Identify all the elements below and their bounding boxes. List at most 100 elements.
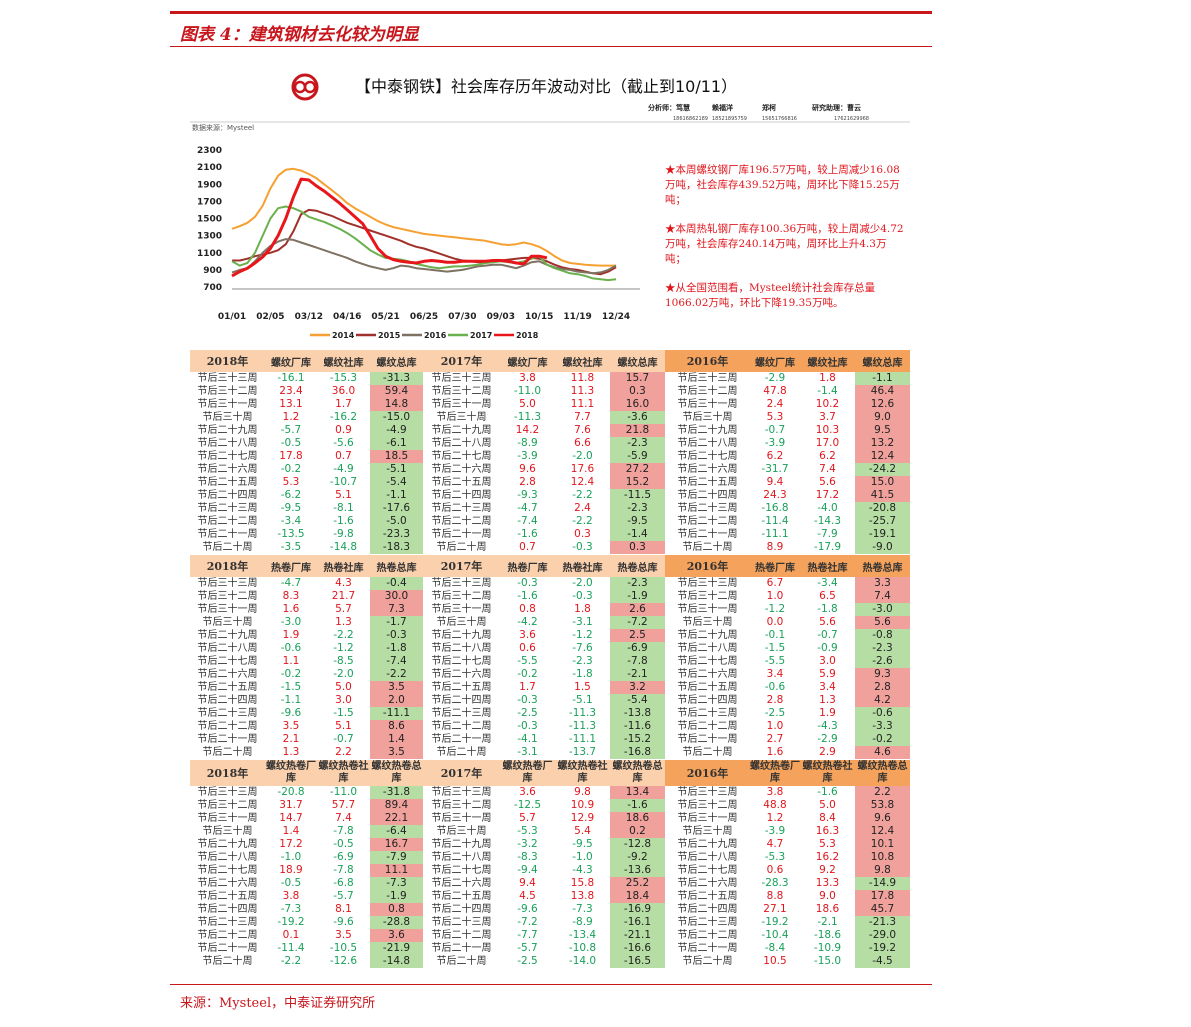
x-tick-label: 04/16 xyxy=(333,312,361,322)
table-cell: 27.1 xyxy=(763,903,787,915)
row-label: 节后三十二周 xyxy=(197,800,258,811)
table-cell: 8.3 xyxy=(282,590,300,602)
header-row: 2018年 螺纹厂库 螺纹社库 螺纹总库 2017年 螺纹厂库 螺纹社库 螺纹总库 2016年螺… xyxy=(190,350,910,372)
table-row: 节后三十周 1.2 -16.2 -15.0 节后三十周 -11.3 7.7 -3.6 节后三十周… xyxy=(190,411,910,424)
table-cell: 1.6 xyxy=(766,746,784,758)
table-cell: 8.8 xyxy=(766,890,784,902)
row-label: 节后二十三周 xyxy=(197,917,258,928)
table-row: 节后三十周 -3.0 1.3 -1.7 节后三十周 -4.2 -3.1 -7.2 节后三十周 0.… xyxy=(190,616,910,629)
table-cell: -8.4 xyxy=(764,942,786,954)
table-cell: 5.6 xyxy=(819,476,836,488)
table-cell: -9.0 xyxy=(855,541,910,554)
row-label: 节后三十三周 xyxy=(677,787,738,798)
row-label: 节后二十周 xyxy=(436,956,487,967)
table-cell: 10.9 xyxy=(570,799,595,811)
table-cell: -0.2 xyxy=(855,733,910,746)
table-cell: 1.0 xyxy=(766,590,784,602)
row-label: 节后二十五周 xyxy=(431,891,492,902)
row-label: 节后二十七周 xyxy=(677,451,738,462)
table-cell: 5.0 xyxy=(335,681,352,693)
analyst-name: 分析师：笃慧 xyxy=(648,103,690,112)
row-label: 节后三十三周 xyxy=(677,578,738,589)
table-cell: -2.2 xyxy=(280,955,302,967)
row-label: 节后三十二周 xyxy=(677,386,738,397)
table-cell: -3.3 xyxy=(855,720,910,733)
table-cell: 5.7 xyxy=(519,812,536,824)
table-cell: -7.4 xyxy=(517,515,538,527)
row-label: 节后二十三周 xyxy=(431,503,492,514)
row-label: 节后二十周 xyxy=(202,542,253,553)
table-cell: 22.1 xyxy=(370,812,423,825)
series-line xyxy=(231,167,616,267)
table-cell: 3.0 xyxy=(335,694,352,706)
table-cell: 13.4 xyxy=(610,786,665,799)
table-cell: 21.8 xyxy=(610,424,665,437)
table-cell: -5.7 xyxy=(280,424,302,436)
table-row: 节后二十七周 17.8 0.7 18.5 节后二十七周 -3.9 -2.0 -5.9 节后二十七… xyxy=(190,450,910,463)
table-cell: 5.6 xyxy=(855,616,910,629)
table-cell: 10.8 xyxy=(855,851,910,864)
table-cell: -24.2 xyxy=(855,463,910,476)
note: ★本周螺纹钢厂库196.57万吨，较上周减少16.08万吨，社会库存439.52… xyxy=(665,164,900,206)
row-label: 节后二十五周 xyxy=(677,891,738,902)
table-cell: 0.7 xyxy=(335,450,352,462)
table-cell: 3.6 xyxy=(519,629,536,641)
table-cell: 12.4 xyxy=(855,825,910,838)
table-cell: -0.7 xyxy=(764,424,786,436)
table-cell: -1.2 xyxy=(333,642,354,654)
table-cell: 1.7 xyxy=(519,681,536,693)
table-cell: 9.3 xyxy=(855,668,910,681)
y-tick-label: 900 xyxy=(203,266,222,276)
table-cell: 7.3 xyxy=(370,603,423,616)
y-tick-label: 700 xyxy=(203,283,222,293)
top-rule xyxy=(170,11,932,14)
table-cell: -11.0 xyxy=(329,786,358,798)
row-label: 节后二十五周 xyxy=(197,477,258,488)
row-label: 节后二十七周 xyxy=(197,451,258,462)
table-cell: 17.2 xyxy=(279,838,303,850)
table-cell: 18.4 xyxy=(610,890,665,903)
row-label: 节后二十六周 xyxy=(431,669,492,680)
table-cell: -3.9 xyxy=(764,825,786,837)
row-label: 节后二十二周 xyxy=(431,516,492,527)
table-cell: 1.4 xyxy=(370,733,423,746)
table-cell: -2.3 xyxy=(855,642,910,655)
table-cell: 1.5 xyxy=(574,681,591,693)
table-cell: -5.5 xyxy=(517,655,538,667)
table-row: 节后二十六周 -0.5 -6.8 -7.3 节后二十六周 9.4 15.8 25.2 节后二十六… xyxy=(190,877,910,890)
row-label: 节后二十三周 xyxy=(431,917,492,928)
table-cell: 17.8 xyxy=(279,450,303,462)
table-cell: -21.3 xyxy=(855,916,910,929)
table-cell: 0.3 xyxy=(574,528,591,540)
row-label: 节后三十周 xyxy=(202,412,253,423)
table-cell: -5.4 xyxy=(370,476,423,489)
table-cell: -11.6 xyxy=(610,720,665,733)
row-label: 节后二十周 xyxy=(682,956,733,967)
table-cell: 16.2 xyxy=(815,851,840,863)
table-cell: -1.6 xyxy=(610,799,665,812)
y-tick-label: 1700 xyxy=(197,197,222,207)
table-cell: -28.8 xyxy=(370,916,423,929)
table-cell: 2.9 xyxy=(819,746,836,758)
y-tick-label: 1100 xyxy=(197,249,222,259)
table-cell: 7.4 xyxy=(819,463,836,475)
table-cell: 1.7 xyxy=(335,398,352,410)
table-cell: -0.5 xyxy=(280,437,302,449)
row-label: 节后三十周 xyxy=(436,617,487,628)
y-tick-label: 2100 xyxy=(197,163,222,173)
table-cell: 9.0 xyxy=(855,411,910,424)
row-label: 节后二十八周 xyxy=(677,643,738,654)
table-cell: -9.8 xyxy=(333,528,354,540)
table-cell: -11.3 xyxy=(568,720,597,732)
table-row: 节后二十三周 -9.5 -8.1 -17.6 节后二十三周 -4.7 2.4 -2.3 节后二十… xyxy=(190,502,910,515)
table-cell: 0.0 xyxy=(766,616,784,628)
row-label: 节后二十三周 xyxy=(677,917,738,928)
table-cell: 27.2 xyxy=(610,463,665,476)
table-row: 节后二十一周 -11.4 -10.5 -21.9 节后二十一周 -5.7 -10.8 -16.… xyxy=(190,942,910,955)
row-label: 节后二十九周 xyxy=(197,425,258,436)
row-label: 节后二十八周 xyxy=(677,852,738,863)
row-label: 节后二十二周 xyxy=(197,930,258,941)
row-label: 节后三十二周 xyxy=(677,591,738,602)
table-cell: 17.2 xyxy=(815,489,840,501)
table-cell: -9.6 xyxy=(333,916,354,928)
